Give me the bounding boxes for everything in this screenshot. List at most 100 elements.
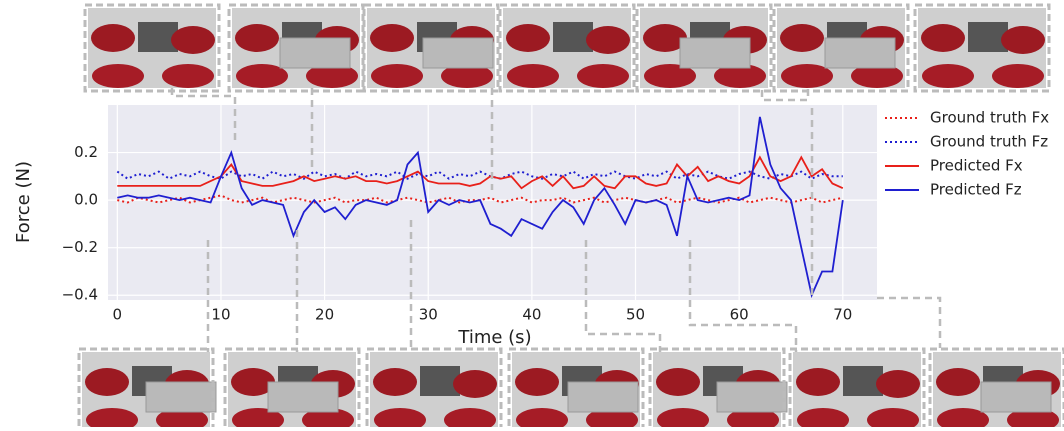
y-tick-label: −0.4 <box>62 286 98 304</box>
photo-frame <box>362 3 500 93</box>
photo-gripper <box>86 408 138 431</box>
photo-gripper <box>992 64 1044 88</box>
thumbnail <box>83 3 221 93</box>
y-axis-label: Force (N) <box>13 161 34 243</box>
connector <box>877 296 942 348</box>
photo-gripper <box>936 368 980 396</box>
thumbnail <box>223 347 361 431</box>
x-tick-label: 0 <box>113 306 123 324</box>
thumbnail <box>772 3 910 93</box>
photo-gripper <box>373 368 417 396</box>
legend-label: Ground truth Fx <box>930 109 1049 127</box>
thumbnail <box>648 347 788 431</box>
lines <box>116 116 844 299</box>
y-tick-label: −0.2 <box>62 238 98 256</box>
thumbnail <box>227 3 365 93</box>
photo-gripper <box>371 64 423 88</box>
photo-frame <box>648 347 786 431</box>
photo-plate <box>279 37 351 69</box>
photo-frame <box>788 347 926 431</box>
photo-gripper <box>441 64 493 88</box>
x-tick-label: 70 <box>833 306 852 324</box>
photo-gripper <box>306 64 358 88</box>
photo-plate <box>679 37 751 69</box>
photo-gripper <box>507 64 559 88</box>
plot-area <box>108 105 877 300</box>
photo-frame <box>498 3 636 93</box>
photo-gripper <box>656 368 700 396</box>
photo-gripper <box>586 26 630 54</box>
photo-object <box>553 22 593 52</box>
thumbnail <box>635 3 773 93</box>
photo-plate <box>716 381 788 413</box>
thumbnail <box>365 347 503 431</box>
y-tick-label: 0.2 <box>74 143 98 161</box>
photo-gripper <box>937 408 989 431</box>
series-line <box>117 194 844 204</box>
photo-plate <box>824 37 896 69</box>
legend-label: Ground truth Fz <box>930 133 1048 151</box>
photo-frame <box>928 347 1064 431</box>
thumbnail <box>928 347 1064 431</box>
photo-frame <box>77 347 215 431</box>
photo-gripper <box>577 64 629 88</box>
photo-gripper <box>85 368 129 396</box>
photo-gripper <box>780 24 824 52</box>
photo-gripper <box>453 370 497 398</box>
connector <box>760 88 810 102</box>
photo-gripper <box>643 24 687 52</box>
thumbnail <box>362 3 500 93</box>
photo-gripper <box>796 368 840 396</box>
legend-label: Predicted Fz <box>930 181 1022 199</box>
photo-gripper <box>851 64 903 88</box>
x-tick-label: 10 <box>211 306 230 324</box>
legend: Ground truth Fx Ground truth Fz Predicted … <box>885 109 1049 199</box>
photo-gripper <box>657 408 709 431</box>
photo-gripper <box>516 408 568 431</box>
photo-object <box>968 22 1008 52</box>
photo-gripper <box>232 408 284 431</box>
x-tick-label: 60 <box>730 306 749 324</box>
photo-plate <box>267 381 339 413</box>
photo-gripper <box>506 24 550 52</box>
photo-gripper <box>1007 408 1059 431</box>
series-line <box>117 116 844 299</box>
y-tick-label: 0.0 <box>74 191 98 209</box>
ticks: −0.4 −0.2 0.0 0.2 0 10 20 30 40 50 60 70 <box>62 143 853 323</box>
legend-label: Predicted Fx <box>930 157 1023 175</box>
photo-gripper <box>92 64 144 88</box>
photo-gripper <box>586 408 638 431</box>
photo-gripper <box>235 24 279 52</box>
photo-gripper <box>644 64 696 88</box>
photo-gripper <box>714 64 766 88</box>
photo-gripper <box>156 408 208 431</box>
photo-gripper <box>876 370 920 398</box>
connectors <box>170 88 942 352</box>
photo-frame <box>83 3 221 93</box>
photo-gripper <box>171 26 215 54</box>
photo-gripper <box>374 408 426 431</box>
photo-gripper <box>781 64 833 88</box>
x-tick-label: 50 <box>626 306 645 324</box>
photo-gripper <box>867 408 919 431</box>
photo-gripper <box>727 408 779 431</box>
photo-gripper <box>162 64 214 88</box>
connector <box>170 88 237 140</box>
photo-gripper <box>91 24 135 52</box>
photo-plate <box>980 381 1052 413</box>
x-axis-label: Time (s) <box>457 327 531 348</box>
photo-frame <box>365 347 503 431</box>
photo-gripper <box>515 368 559 396</box>
thumbnail <box>77 347 217 431</box>
x-tick-label: 30 <box>419 306 438 324</box>
photo-gripper <box>1001 26 1045 54</box>
thumbnail <box>788 347 926 431</box>
connector <box>688 240 798 352</box>
photo-gripper <box>797 408 849 431</box>
thumbnail <box>498 3 636 93</box>
photo-gripper <box>370 24 414 52</box>
x-tick-label: 20 <box>315 306 334 324</box>
photo-gripper <box>236 64 288 88</box>
photo-plate <box>145 381 217 413</box>
